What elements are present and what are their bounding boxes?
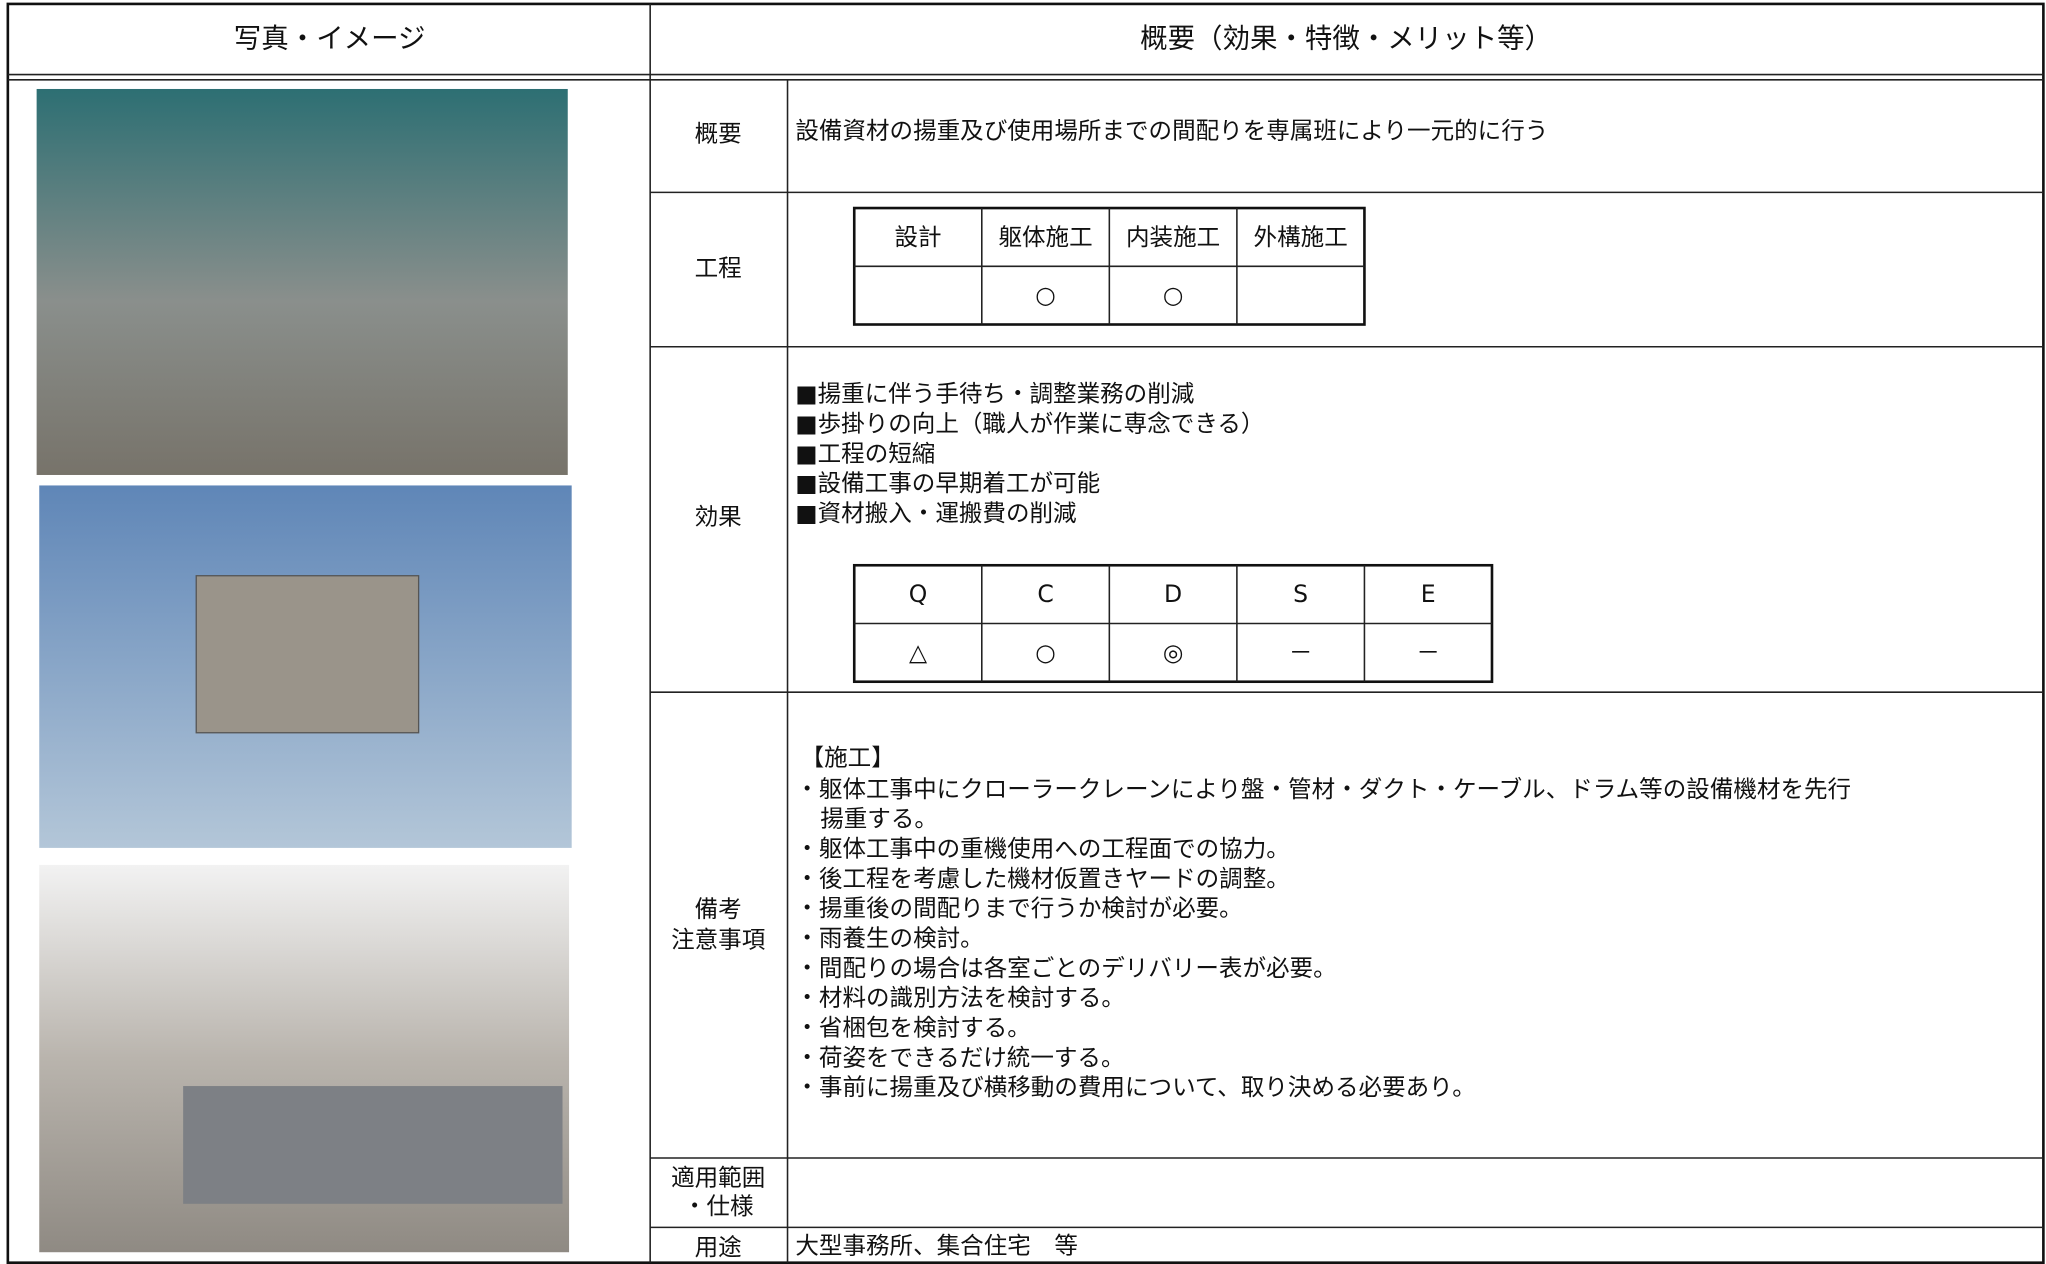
table-header: 外構施工 (1254, 223, 1348, 251)
table-header: Q (909, 580, 928, 608)
table-cell: ○ (1035, 281, 1056, 309)
effect-item: ■工程の短縮 (795, 439, 935, 467)
table-cell: ○ (1035, 638, 1056, 666)
note-item: ・材料の識別方法を検討する。 (795, 984, 1125, 1012)
photo (36, 88, 568, 475)
note-item: ・後工程を考慮した機材仮置きヤードの調整。 (795, 864, 1289, 892)
table-cell: － (1289, 638, 1313, 666)
row-label: 効果 (695, 503, 742, 531)
header-left: 写真・イメージ (234, 23, 426, 54)
usage-text: 大型事務所、集合住宅 等 (795, 1231, 1078, 1259)
note-item: ・間配りの場合は各室ごとのデリバリー表が必要。 (795, 954, 1336, 982)
row-label: ・仕様 (683, 1192, 754, 1220)
table-header: 設計 (894, 223, 941, 251)
row-dividers (650, 191, 2044, 1229)
outer-border (6, 2, 2045, 1264)
table-header: 躯体施工 (998, 223, 1092, 251)
note-item: ・躯体工事中にクローラークレーンにより盤・管材・ダクト・ケーブル、ドラム等の設備… (795, 775, 1851, 803)
table-header: C (1037, 580, 1053, 608)
row-label: 用途 (695, 1233, 742, 1261)
row-label: 適用範囲 (671, 1163, 765, 1191)
table-cell: － (1416, 638, 1440, 666)
note-item: ・事前に揚重及び横移動の費用について、取り決める必要あり。 (795, 1073, 1475, 1101)
note-item: ・省梱包を検討する。 (795, 1013, 1030, 1041)
notes-heading: 【施工】 (801, 743, 895, 771)
overview-text: 設備資材の揚重及び使用場所までの間配りを専属班により一元的に行う (795, 117, 1548, 145)
table-header: 内装施工 (1126, 223, 1220, 251)
note-item: ・揚重後の間配りまで行うか検討が必要。 (795, 894, 1242, 922)
effect-item: ■資材搬入・運搬費の削減 (795, 499, 1076, 527)
effect-item: ■歩掛りの向上（職人が作業に専念できる） (795, 409, 1264, 437)
photo-detail (195, 575, 420, 734)
effect-item: ■揚重に伴う手待ち・調整業務の削減 (795, 380, 1194, 408)
photo-detail (183, 1086, 563, 1204)
row-label: 概要 (695, 119, 742, 147)
row-label: 注意事項 (671, 925, 766, 953)
note-item: ・荷姿をできるだけ統一する。 (795, 1043, 1124, 1071)
table-cell: △ (909, 638, 928, 666)
table-cell: ○ (1163, 281, 1184, 309)
header-right: 概要（効果・特徴・メリット等） (1140, 23, 1552, 54)
note-item: ・躯体工事中の重機使用への工程面での協力。 (795, 834, 1289, 862)
table-header: S (1293, 580, 1308, 608)
table-header: D (1164, 580, 1182, 608)
note-item: 揚重する。 (820, 805, 938, 833)
effect-item: ■設備工事の早期着工が可能 (795, 469, 1100, 497)
note-item: ・雨養生の検討。 (795, 924, 983, 952)
table-header: E (1421, 580, 1436, 608)
row-label: 備考 (695, 895, 742, 923)
table-cell: ◎ (1163, 638, 1184, 666)
row-label: 工程 (695, 254, 742, 282)
